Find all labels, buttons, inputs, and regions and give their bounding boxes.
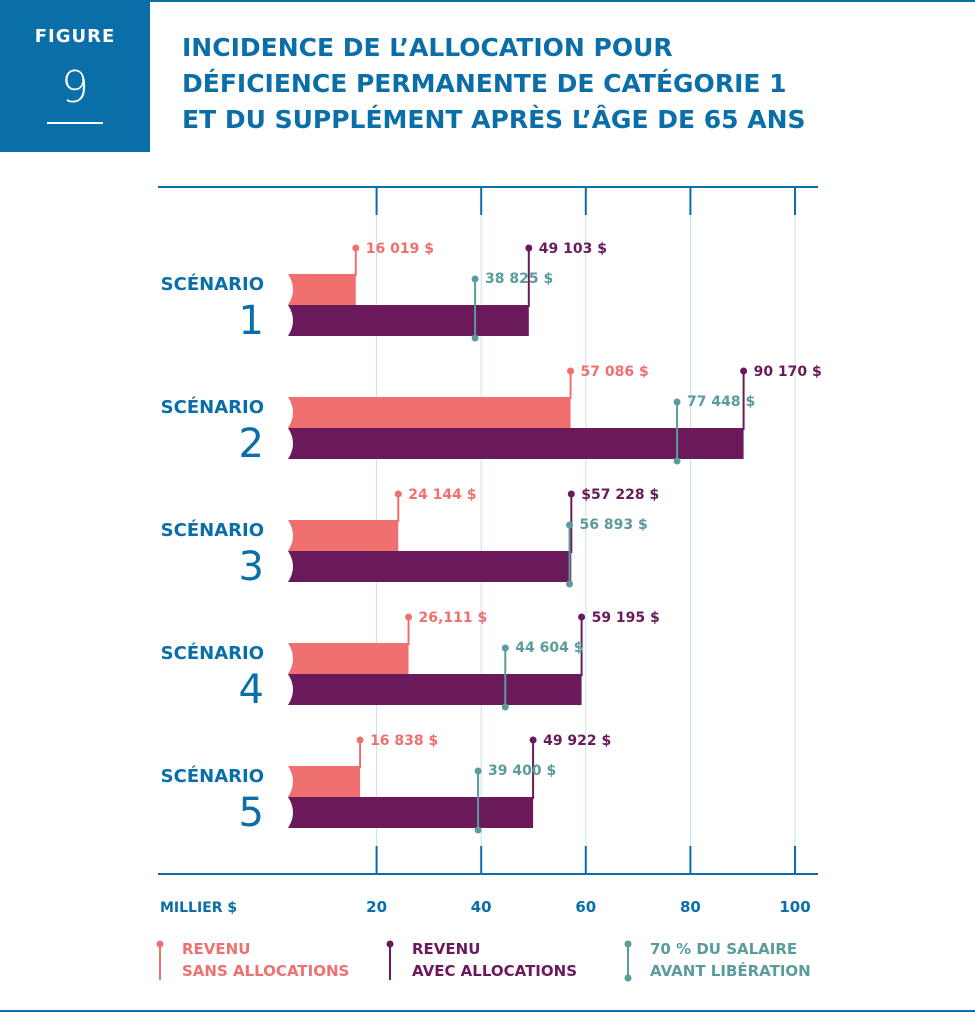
value-label-without-1: 16 019 $	[366, 241, 434, 257]
legend-label-with-line2: AVEC ALLOCATIONS	[412, 962, 577, 980]
value-label-salary-5: 39 400 $	[488, 763, 556, 779]
scenario-number-1: 1	[239, 298, 264, 344]
pin-dot-with-4	[578, 613, 586, 621]
legend-label-without-line2: SANS ALLOCATIONS	[182, 962, 350, 980]
scenario-number-4: 4	[239, 667, 264, 713]
bar-with-2	[288, 428, 744, 459]
x-axis-label: MILLIER $	[160, 900, 237, 916]
legend-label-with-line1: REVENU	[412, 940, 481, 958]
scenario-label-3: SCÉNARIO	[161, 519, 264, 541]
salary-dot-top-3	[566, 521, 574, 529]
pin-dot-without-3	[394, 490, 402, 498]
salary-dot-bottom-1	[471, 334, 479, 342]
value-label-with-1: 49 103 $	[539, 241, 607, 257]
value-label-salary-1: 38 825 $	[485, 271, 553, 287]
scenario-number-5: 5	[239, 790, 264, 836]
legend-marker-with	[386, 940, 394, 980]
value-label-without-4: 26,111 $	[419, 610, 488, 626]
salary-dot-bottom-5	[474, 826, 482, 834]
bar-with-4	[288, 674, 582, 705]
pin-dot-with-5	[529, 736, 537, 744]
scenario-label-4: SCÉNARIO	[161, 642, 264, 664]
bar-with-5	[288, 797, 534, 828]
value-label-salary-2: 77 448 $	[687, 394, 755, 410]
value-label-with-4: 59 195 $	[592, 610, 660, 626]
value-label-without-3: 24 144 $	[408, 487, 476, 503]
salary-dot-bottom-3	[566, 580, 574, 588]
bar-without-2	[288, 397, 571, 428]
figure-label: FIGURE	[34, 26, 116, 47]
x-tick-label-80: 80	[680, 898, 701, 916]
figure-badge: FIGURE 9	[0, 0, 150, 152]
legend-marker-without	[156, 940, 164, 980]
value-label-salary-4: 44 604 $	[515, 640, 583, 656]
x-tick-label-20: 20	[366, 898, 387, 916]
pin-dot-without-2	[567, 367, 575, 375]
x-tick-label-60: 60	[575, 898, 596, 916]
salary-dot-top-1	[471, 275, 479, 283]
bar-without-4	[288, 643, 409, 674]
scenario-number-3: 3	[239, 544, 264, 590]
title-line-1: INCIDENCE DE L’ALLOCATION POUR	[182, 33, 673, 62]
pin-dot-with-2	[740, 367, 748, 375]
bottom-rule	[0, 1010, 975, 1012]
pin-dot-without-5	[356, 736, 364, 744]
salary-dot-bottom-2	[673, 457, 681, 465]
x-tick-label-40: 40	[471, 898, 492, 916]
legend-label-without-line1: REVENU	[182, 940, 251, 958]
scenario-number-2: 2	[239, 421, 264, 467]
figure-underline	[47, 122, 103, 124]
scenario-label-1: SCÉNARIO	[161, 273, 264, 295]
legend-marker-salary	[624, 940, 632, 982]
bar-chart: 20 40 60 80 100 MILLIER $ SCÉNARIO 1 16 019 $ 49 …	[158, 186, 822, 916]
scenario-label-5: SCÉNARIO	[161, 765, 264, 787]
bar-with-3	[288, 551, 572, 582]
value-label-with-2: 90 170 $	[754, 364, 822, 380]
scenario-label-2: SCÉNARIO	[161, 396, 264, 418]
pin-dot-with-1	[525, 244, 533, 252]
salary-dot-top-2	[673, 398, 681, 406]
top-rule	[150, 0, 975, 2]
value-label-with-3: $57 228 $	[581, 487, 659, 503]
pin-dot-without-1	[352, 244, 360, 252]
legend-label-salary-line2: AVANT LIBÉRATION	[650, 962, 811, 980]
figure-number: 9	[61, 62, 89, 113]
value-label-without-5: 16 838 $	[370, 733, 438, 749]
title-line-3: ET DU SUPPLÉMENT APRÈS L’ÂGE DE 65 ANS	[182, 105, 806, 134]
bar-without-5	[288, 766, 361, 797]
pin-dot-without-4	[405, 613, 413, 621]
bar-with-1	[288, 305, 529, 336]
value-label-without-2: 57 086 $	[581, 364, 649, 380]
value-label-with-5: 49 922 $	[543, 733, 611, 749]
title-line-2: DÉFICIENCE PERMANENTE DE CATÉGORIE 1	[182, 69, 787, 98]
x-tick-label-100: 100	[779, 898, 810, 916]
salary-dot-top-5	[474, 767, 482, 775]
pin-dot-with-3	[567, 490, 575, 498]
legend-label-salary-line1: 70 % DU SALAIRE	[650, 940, 798, 958]
page-title: INCIDENCE DE L’ALLOCATION POUR DÉFICIENC…	[182, 30, 922, 138]
bar-without-1	[288, 274, 356, 305]
salary-dot-top-4	[501, 644, 509, 652]
bar-without-3	[288, 520, 399, 551]
salary-dot-bottom-4	[501, 703, 509, 711]
value-label-salary-3: 56 893 $	[580, 517, 648, 533]
